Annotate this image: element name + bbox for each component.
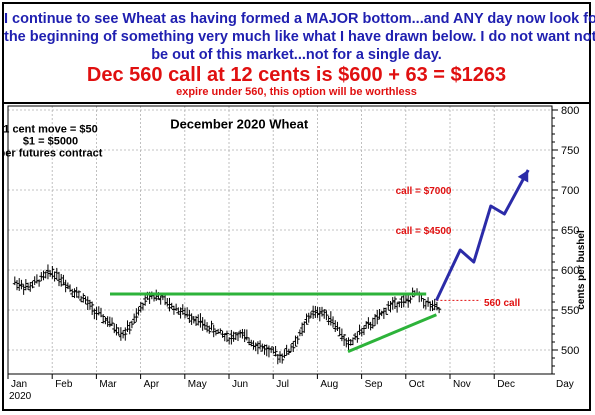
y-tick-label: 600 bbox=[561, 265, 579, 277]
call-annotation: call = $4500 bbox=[396, 226, 452, 237]
commentary-line-3: be out of this market...not for a single… bbox=[151, 47, 442, 63]
x-axis-label: Day bbox=[556, 379, 574, 390]
chart-grid bbox=[7, 106, 552, 374]
x-tick-label: Jan bbox=[11, 379, 27, 390]
x-tick-label: Aug bbox=[320, 379, 338, 390]
commentary-header: I continue to see Wheat as having formed… bbox=[4, 4, 595, 104]
y-axis: 500 550 600 650 700 750 800 cents per bushel bbox=[552, 105, 587, 375]
x-tick-label: Dec bbox=[497, 379, 515, 390]
call-annotation: call = $7000 bbox=[396, 186, 452, 197]
call-annotation: 560 call bbox=[484, 298, 520, 309]
x-tick-label: Jul bbox=[276, 379, 289, 390]
x-tick-label: Nov bbox=[453, 379, 471, 390]
x-tick-label: Mar bbox=[99, 379, 117, 390]
y-tick-label: 550 bbox=[561, 305, 579, 317]
commentary-line-2: the beginning of something very much lik… bbox=[4, 29, 595, 45]
y-tick-label: 700 bbox=[561, 185, 579, 197]
y-tick-label: 800 bbox=[561, 105, 579, 117]
y-tick-label: 750 bbox=[561, 145, 579, 157]
contract-note: $1 = $5000 bbox=[23, 135, 78, 147]
projection-path bbox=[435, 169, 530, 302]
x-tick-label: Apr bbox=[144, 379, 160, 390]
contract-note: 1 cent move = $50 bbox=[4, 123, 98, 135]
x-tick-label: Feb bbox=[55, 379, 73, 390]
x-tick-label: Oct bbox=[409, 379, 425, 390]
option-subline: expire under 560, this option will be wo… bbox=[176, 86, 417, 98]
commentary-line-1: I continue to see Wheat as having formed… bbox=[4, 11, 595, 27]
x-tick-label: May bbox=[188, 379, 207, 390]
price-series bbox=[12, 264, 442, 365]
contract-note: per futures contract bbox=[4, 147, 103, 159]
x-tick-label: Jun bbox=[232, 379, 248, 390]
y-tick-label: 500 bbox=[561, 345, 579, 357]
chart-title: December 2020 Wheat bbox=[170, 116, 309, 131]
x-axis: Jan Feb Mar Apr May Jun Jul Aug Sep Oct Nov Dec Day 2… bbox=[7, 374, 574, 402]
year-label: 2020 bbox=[9, 391, 32, 402]
support-line bbox=[347, 313, 437, 353]
wheat-chart: 500 550 600 650 700 750 800 cents per bushel Ja… bbox=[4, 105, 587, 402]
trend-lines bbox=[110, 169, 530, 353]
option-headline: Dec 560 call at 12 cents is $600 + 63 = … bbox=[86, 64, 507, 86]
projection-arrowhead bbox=[517, 170, 529, 183]
y-tick-label: 650 bbox=[561, 225, 579, 237]
chart-labels: call = $7000 call = $4500 560 call December… bbox=[4, 116, 520, 309]
plot-border bbox=[7, 105, 553, 375]
x-tick-label: Sep bbox=[365, 379, 383, 390]
y-axis-label: cents per bushel bbox=[576, 230, 587, 310]
